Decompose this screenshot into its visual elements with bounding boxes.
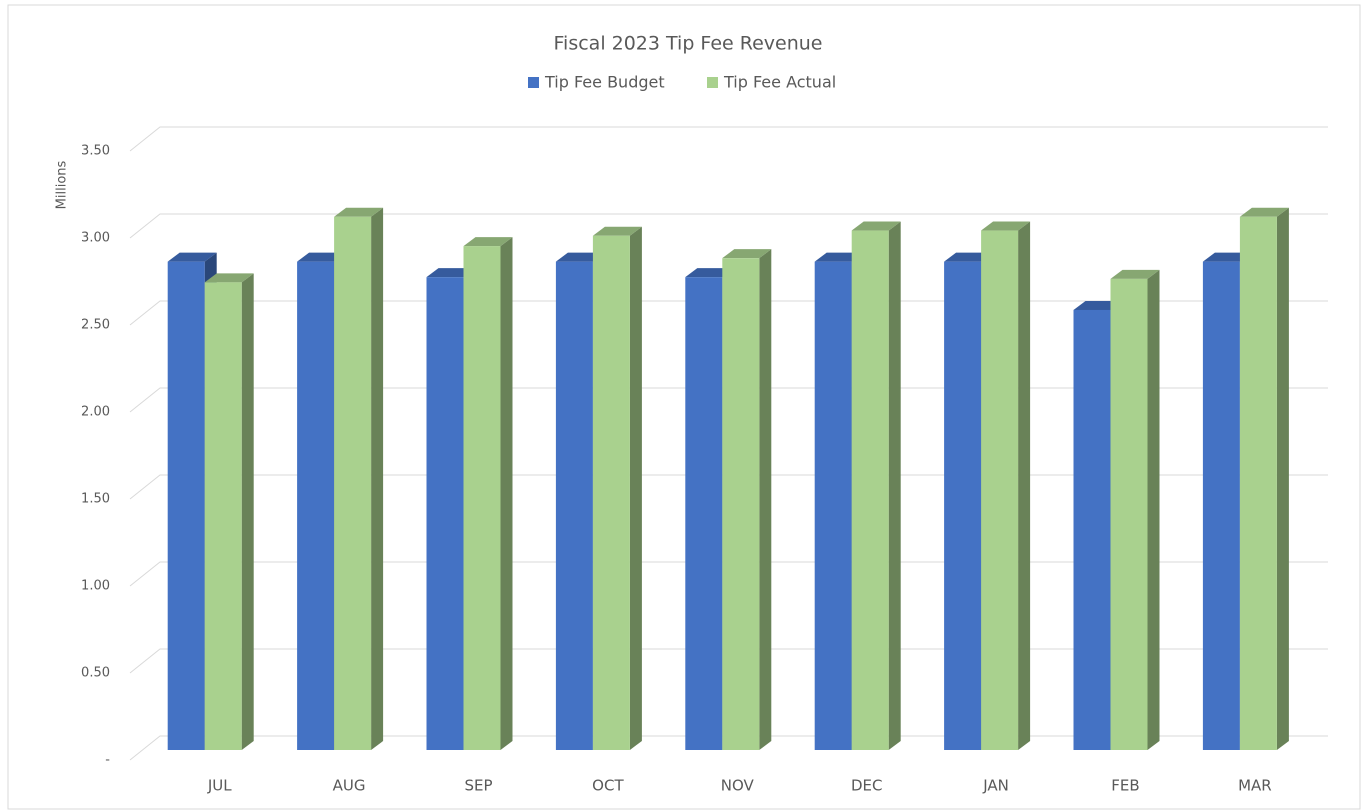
x-tick-label: OCT	[592, 777, 624, 795]
x-tick-label: FEB	[1111, 777, 1139, 795]
bar	[1110, 278, 1148, 750]
y-tick-label: 0.50	[81, 666, 110, 681]
bar	[944, 261, 982, 750]
bar-side	[241, 273, 254, 750]
y-axis-label: Millions	[55, 160, 70, 209]
bar	[204, 282, 242, 750]
bar-top	[981, 221, 1031, 231]
bar	[592, 235, 630, 751]
x-tick-label: AUG	[333, 777, 366, 795]
bar	[426, 277, 464, 750]
bar-top	[555, 252, 605, 262]
bar-top	[944, 252, 994, 262]
grid-line	[129, 561, 1328, 587]
bar-top	[1202, 252, 1252, 262]
bar-side	[1018, 221, 1031, 750]
grid-line	[129, 126, 1328, 152]
x-tick-label: MAR	[1238, 777, 1272, 795]
bar	[981, 230, 1019, 750]
grid-line	[129, 648, 1328, 674]
bar	[1202, 261, 1240, 750]
bar-top	[722, 249, 772, 259]
legend-label: Tip Fee Budget	[544, 73, 665, 92]
legend-swatch	[528, 77, 539, 88]
legend-swatch	[707, 77, 718, 88]
grid-line	[129, 213, 1328, 239]
bar	[334, 216, 372, 751]
bar	[297, 261, 335, 750]
bar-top	[1239, 207, 1289, 217]
bar-side	[500, 237, 513, 750]
bar-top	[851, 221, 901, 231]
bar-top	[463, 237, 513, 247]
bar-side	[888, 221, 901, 750]
bar-side	[371, 207, 384, 751]
bar-top	[204, 273, 254, 283]
chart-title: Fiscal 2023 Tip Fee Revenue	[554, 33, 823, 55]
y-tick-label: 1.50	[81, 492, 110, 507]
bar	[167, 261, 205, 750]
y-tick-label: 1.00	[81, 579, 110, 594]
bar-side	[629, 226, 642, 751]
bar	[463, 246, 501, 750]
y-tick-label: 2.50	[81, 318, 110, 333]
bar	[555, 261, 593, 750]
bar-top	[167, 252, 217, 262]
bar-top	[426, 268, 476, 278]
bar-top	[334, 207, 384, 217]
bar-side	[1147, 269, 1160, 750]
bar	[1239, 216, 1277, 751]
bar-top	[592, 226, 642, 236]
grid-line	[129, 300, 1328, 326]
bar-top	[814, 252, 864, 262]
bar-top	[1110, 269, 1160, 279]
bar-top	[1073, 300, 1123, 310]
bar	[1073, 309, 1111, 750]
bar-side	[1276, 207, 1289, 751]
grid-line	[129, 474, 1328, 500]
grid-line	[129, 735, 1328, 761]
bar	[685, 277, 723, 750]
y-tick-label: 3.00	[81, 231, 110, 246]
x-tick-label: DEC	[851, 777, 883, 795]
bar-top	[297, 252, 347, 262]
y-tick-label: 2.00	[81, 405, 110, 420]
bar-side	[759, 249, 772, 750]
x-tick-label: SEP	[464, 777, 492, 795]
bar	[814, 261, 852, 750]
y-tick-label: 3.50	[81, 144, 110, 159]
bar-top	[685, 268, 735, 278]
bar	[851, 230, 889, 750]
x-tick-label: NOV	[721, 777, 755, 795]
legend-label: Tip Fee Actual	[723, 73, 836, 92]
y-tick-label: -	[105, 753, 110, 768]
bar	[722, 258, 760, 750]
x-tick-label: JUL	[207, 777, 232, 795]
x-tick-label: JAN	[982, 777, 1009, 795]
grid-line	[129, 387, 1328, 413]
